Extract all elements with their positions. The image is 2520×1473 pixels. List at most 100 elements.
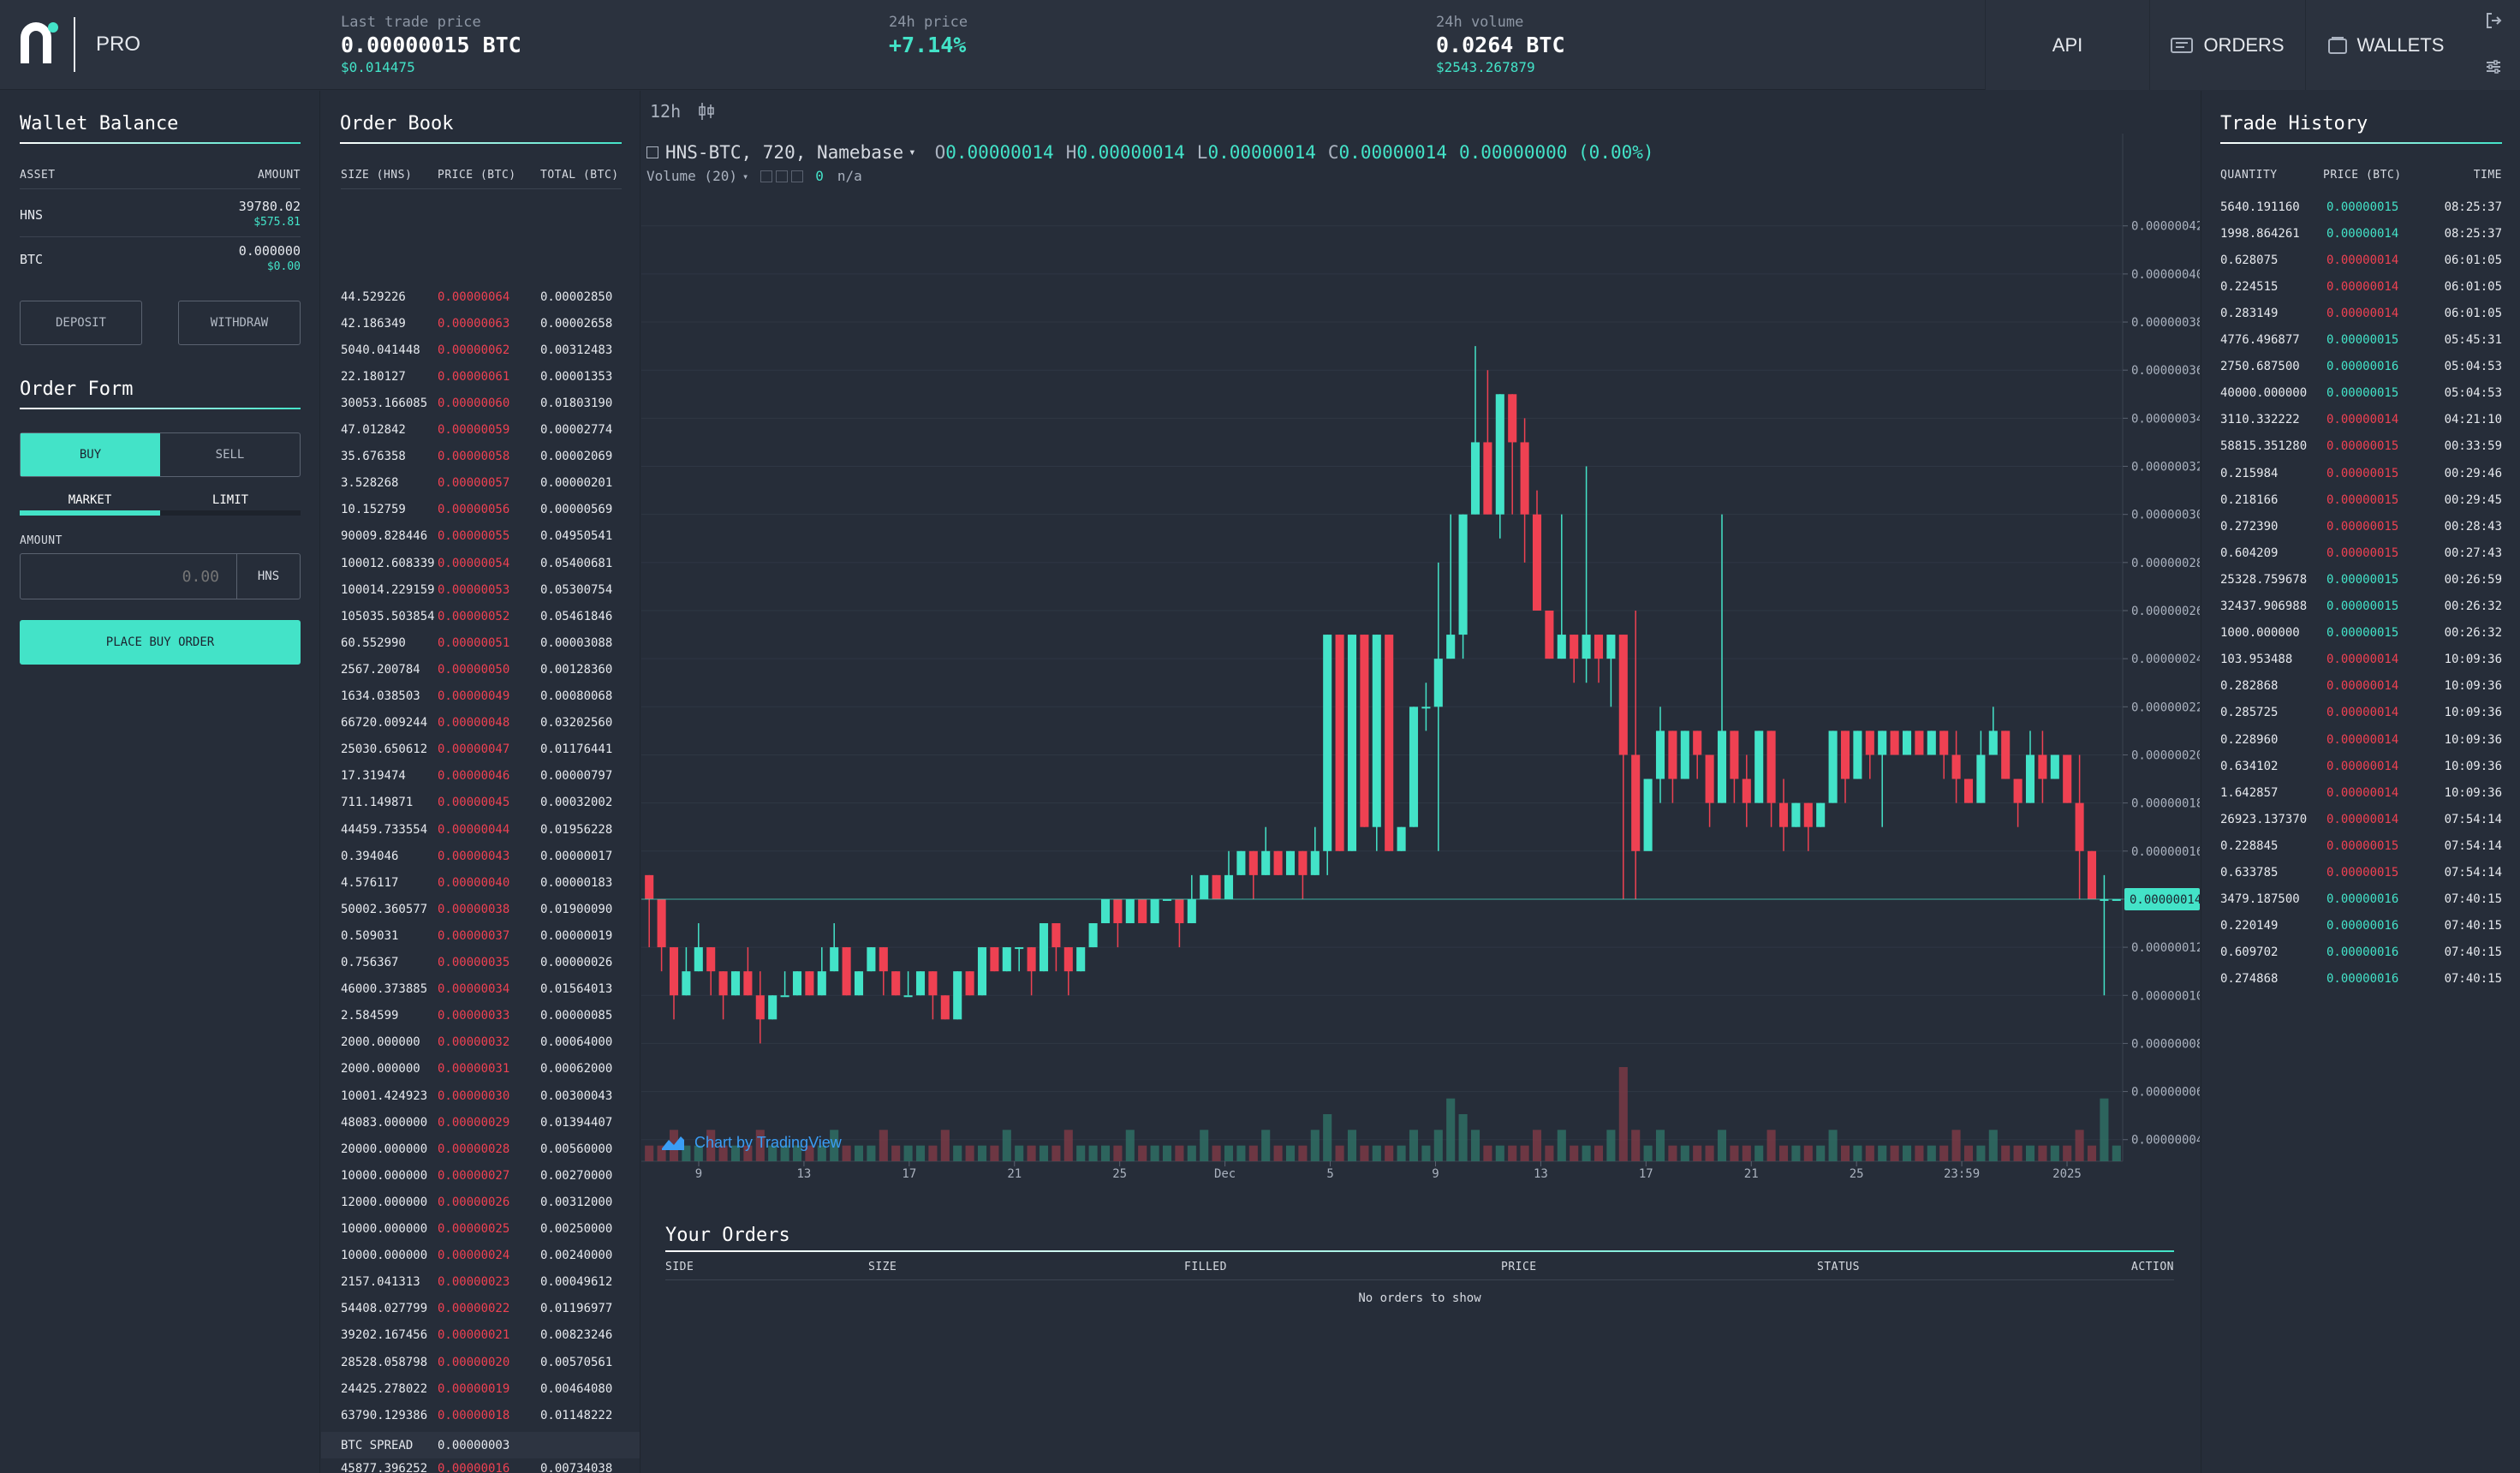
th-time: 07:40:15 xyxy=(2444,919,2502,933)
volume-label[interactable]: Volume (20) xyxy=(646,168,737,184)
order-book-row[interactable]: 44459.733554 0.00000044 0.01956228 xyxy=(341,816,632,843)
order-book-row[interactable]: 28528.058798 0.00000020 0.00570561 xyxy=(341,1349,632,1375)
candle-body xyxy=(1594,635,1604,659)
limit-tab[interactable]: LIMIT xyxy=(211,493,249,507)
order-book-row[interactable]: 100012.608339 0.00000054 0.05400681 xyxy=(341,550,632,576)
candle-body xyxy=(2001,731,2011,779)
order-book-row[interactable]: 711.149871 0.00000045 0.00032002 xyxy=(341,790,632,816)
market-tab[interactable]: MARKET xyxy=(68,493,112,507)
order-book-row[interactable]: 50002.360577 0.00000038 0.01900090 xyxy=(341,896,632,922)
order-type-track xyxy=(20,510,301,516)
candle-body xyxy=(755,995,765,1020)
order-book-row[interactable]: 25030.650612 0.00000047 0.01176441 xyxy=(341,736,632,763)
ob-size: 12000.000000 xyxy=(341,1195,428,1209)
candle-body xyxy=(1643,778,1653,851)
order-book-row[interactable]: 22.180127 0.00000061 0.00001353 xyxy=(341,363,632,390)
order-book-row[interactable]: 66720.009244 0.00000048 0.03202560 xyxy=(341,710,632,736)
order-book-row[interactable]: 1634.038503 0.00000049 0.00080068 xyxy=(341,683,632,710)
volume-dropdown-icon[interactable]: ▾ xyxy=(742,170,749,182)
volume-bar xyxy=(1840,1145,1850,1161)
order-book-row[interactable]: 90009.828446 0.00000055 0.04950541 xyxy=(341,523,632,550)
order-book-row[interactable]: 47.012842 0.00000059 0.00002774 xyxy=(341,417,632,444)
nav-api-button[interactable]: API xyxy=(1985,0,2149,90)
volume-bar xyxy=(2100,1098,2109,1161)
candle-body xyxy=(718,971,728,996)
order-book-row[interactable]: 54408.027799 0.00000022 0.01196977 xyxy=(341,1296,632,1322)
order-book-row[interactable]: 4.576117 0.00000040 0.00000183 xyxy=(341,869,632,896)
remove-study-icon[interactable] xyxy=(791,170,804,182)
order-book-row[interactable]: 12000.000000 0.00000026 0.00312000 xyxy=(341,1189,632,1215)
order-book-row[interactable]: 63790.129386 0.00000018 0.01148222 xyxy=(341,1402,632,1428)
ob-total: 0.01956228 xyxy=(540,822,613,837)
th-time: 10:09:36 xyxy=(2444,759,2502,773)
th-qty: 4776.496877 xyxy=(2220,333,2300,347)
interval-selector[interactable]: 12h xyxy=(650,101,682,122)
order-book-row[interactable]: 10.152759 0.00000056 0.00000569 xyxy=(341,497,632,523)
price-chart-panel[interactable]: 0.00000042 0.00000040 0.00000038 0.00000036… xyxy=(641,91,2200,1187)
tradingview-watermark[interactable]: Chart by TradingView xyxy=(660,1134,842,1152)
study-settings-icon[interactable] xyxy=(776,170,789,182)
x-tick-label: 5 xyxy=(1326,1167,1333,1181)
candle-body xyxy=(1520,442,1529,515)
candle-style-icon[interactable] xyxy=(697,101,716,122)
wallet-row-btc: BTC 0.000000 $0.00 xyxy=(20,240,301,279)
order-book-row[interactable]: 44.529226 0.00000064 0.00002850 xyxy=(341,283,632,310)
volume-bar xyxy=(2050,1145,2059,1161)
order-book-row[interactable]: 24425.278022 0.00000019 0.00464080 xyxy=(341,1375,632,1402)
sell-tab[interactable]: SELL xyxy=(215,448,245,462)
chart-symbol[interactable]: HNS-BTC, 720, Namebase xyxy=(665,142,904,163)
nav-wallets-button[interactable]: WALLETS xyxy=(2305,0,2466,90)
th-time: 07:40:15 xyxy=(2444,945,2502,960)
order-book-row[interactable]: 105035.503854 0.00000052 0.05461846 xyxy=(341,603,632,629)
place-buy-order-button[interactable]: PLACE BUY ORDER xyxy=(20,620,301,665)
ob-size: 100014.229159 xyxy=(341,582,435,597)
order-book-row[interactable]: 42.186349 0.00000063 0.00002658 xyxy=(341,310,632,337)
ob-size: 28528.058798 xyxy=(341,1355,428,1369)
order-book-row[interactable]: 10001.424923 0.00000030 0.00300043 xyxy=(341,1082,632,1109)
logout-icon[interactable] xyxy=(2485,12,2502,29)
volume-bar xyxy=(1175,1145,1184,1161)
amount-input[interactable] xyxy=(21,554,235,599)
nav-orders-button[interactable]: ORDERS xyxy=(2149,0,2305,90)
volume-bar xyxy=(682,1145,691,1161)
buy-tab[interactable]: BUY xyxy=(21,433,160,476)
th-qty: 1000.000000 xyxy=(2220,626,2300,641)
volume-bar xyxy=(1248,1145,1258,1161)
volume-bar xyxy=(1212,1145,1221,1161)
order-book-row[interactable]: 2567.200784 0.00000050 0.00128360 xyxy=(341,656,632,683)
order-book-row[interactable]: 0.756367 0.00000035 0.00000026 xyxy=(341,950,632,976)
order-book-row[interactable]: 2000.000000 0.00000032 0.00064000 xyxy=(341,1029,632,1056)
order-book-row[interactable]: 10000.000000 0.00000027 0.00270000 xyxy=(341,1162,632,1189)
order-book-row[interactable]: 3.528268 0.00000057 0.00000201 xyxy=(341,470,632,497)
order-book-row[interactable]: 10000.000000 0.00000025 0.00250000 xyxy=(341,1216,632,1243)
order-book-row[interactable]: 0.509031 0.00000037 0.00000019 xyxy=(341,922,632,949)
symbol-dropdown-icon[interactable]: ▾ xyxy=(909,146,916,159)
candle-body xyxy=(792,971,802,996)
order-book-row[interactable]: 39202.167456 0.00000021 0.00823246 xyxy=(341,1322,632,1349)
order-book-row[interactable]: 48083.000000 0.00000029 0.01394407 xyxy=(341,1109,632,1136)
order-book-row[interactable]: 45877.396252 0.00000016 0.00734038 xyxy=(341,1455,632,1473)
order-book-row[interactable]: 5040.041448 0.00000062 0.00312483 xyxy=(341,337,632,363)
withdraw-button[interactable]: WITHDRAW xyxy=(178,301,301,345)
order-book-row[interactable]: 20000.000000 0.00000028 0.00560000 xyxy=(341,1136,632,1162)
order-book-row[interactable]: 30053.166085 0.00000060 0.01803190 xyxy=(341,390,632,416)
trade-history-row: 0.228845 0.00000015 07:54:14 xyxy=(2220,832,2511,859)
ob-size: 0.509031 xyxy=(341,928,399,943)
order-book-row[interactable]: 2157.041313 0.00000023 0.00049612 xyxy=(341,1269,632,1296)
deposit-button[interactable]: DEPOSIT xyxy=(20,301,142,345)
order-book-row[interactable]: 100014.229159 0.00000053 0.05300754 xyxy=(341,576,632,603)
spread-value: 0.00000003 xyxy=(438,1438,510,1452)
order-book-row[interactable]: 46000.373885 0.00000034 0.01564013 xyxy=(341,976,632,1003)
order-book-row[interactable]: 60.552990 0.00000051 0.00003088 xyxy=(341,629,632,656)
hide-study-icon[interactable] xyxy=(760,170,773,182)
order-book-row[interactable]: 2.584599 0.00000033 0.00000085 xyxy=(341,1003,632,1029)
order-book-row[interactable]: 0.394046 0.00000043 0.00000017 xyxy=(341,843,632,869)
collapse-legend-icon[interactable] xyxy=(646,146,658,158)
candlestick-chart[interactable]: 0.00000042 0.00000040 0.00000038 0.00000036… xyxy=(641,91,2200,1187)
namebase-logo-icon[interactable] xyxy=(17,19,62,67)
order-book-row[interactable]: 10000.000000 0.00000024 0.00240000 xyxy=(341,1243,632,1269)
settings-sliders-icon[interactable] xyxy=(2485,58,2502,75)
order-book-row[interactable]: 35.676358 0.00000058 0.00002069 xyxy=(341,444,632,470)
order-book-row[interactable]: 17.319474 0.00000046 0.00000797 xyxy=(341,763,632,790)
order-book-row[interactable]: 2000.000000 0.00000031 0.00062000 xyxy=(341,1056,632,1082)
